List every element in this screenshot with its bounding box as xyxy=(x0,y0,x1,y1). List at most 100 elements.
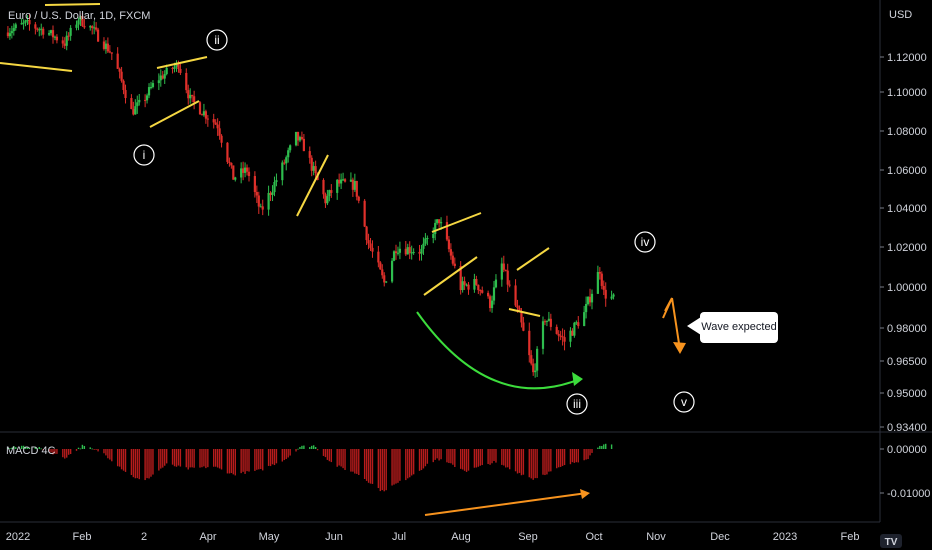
macd-bar xyxy=(522,449,525,475)
candle xyxy=(563,329,566,351)
candle xyxy=(610,290,613,300)
macd-bar xyxy=(244,449,246,474)
macd-bar xyxy=(479,449,481,466)
macd-bar xyxy=(426,449,429,464)
candle xyxy=(500,257,503,287)
candle xyxy=(138,93,141,106)
candle xyxy=(40,23,43,36)
price-tick-label: 1.12000 xyxy=(887,52,927,64)
macd-bar xyxy=(193,449,195,468)
candle xyxy=(330,184,333,198)
candle xyxy=(322,178,325,199)
candle xyxy=(257,191,260,214)
macd-bar xyxy=(610,444,613,449)
macd-bar xyxy=(218,449,221,469)
candle xyxy=(586,296,590,306)
candle xyxy=(20,18,23,25)
price-axis[interactable]: USD 1.12000 1.10000 1.08000 1.06000 1.04000 1… xyxy=(879,0,930,522)
candle xyxy=(91,25,94,35)
macd-bar xyxy=(287,449,289,458)
macd-bar xyxy=(232,449,235,475)
candle xyxy=(79,15,82,27)
candle xyxy=(369,238,372,251)
candle xyxy=(206,115,209,127)
candle xyxy=(490,295,494,313)
candle xyxy=(102,37,106,51)
macd-bar xyxy=(81,444,84,449)
candle xyxy=(185,68,188,94)
macd-bar xyxy=(89,447,91,449)
candle xyxy=(612,293,615,300)
macd-bar xyxy=(605,443,607,449)
macd-bar xyxy=(173,449,176,467)
candle xyxy=(132,101,135,116)
macd-bar xyxy=(459,449,462,469)
candle xyxy=(394,244,398,260)
macd-bar xyxy=(7,447,9,449)
candle xyxy=(545,320,549,327)
projected-wave-arrowhead xyxy=(673,342,686,354)
svg-text:TV: TV xyxy=(885,537,898,548)
macd-bar xyxy=(289,449,291,456)
macd-divergence-arrow xyxy=(424,492,588,516)
tradingview-logo: TV xyxy=(880,534,902,548)
time-tick-label: Apr xyxy=(199,531,216,543)
macd-bar xyxy=(26,447,29,449)
macd-bar xyxy=(367,449,370,483)
macd-bar xyxy=(273,449,276,466)
macd-bar xyxy=(369,449,372,484)
candle xyxy=(47,30,51,37)
candle xyxy=(488,294,492,312)
candle xyxy=(418,244,421,261)
candle xyxy=(89,25,92,31)
macd-bar xyxy=(363,449,366,479)
candle xyxy=(283,159,286,165)
time-tick-label: Dec xyxy=(710,531,730,543)
macd-bar xyxy=(75,449,78,451)
macd-bar xyxy=(438,449,440,461)
candle xyxy=(559,330,562,341)
macd-bar xyxy=(40,448,42,450)
macd-bar xyxy=(220,449,223,470)
macd-bar xyxy=(418,449,421,471)
macd-bar xyxy=(385,449,387,491)
candle xyxy=(134,99,137,115)
time-axis[interactable]: 2022 Feb 2 Apr May Jun Jul Aug Sep Oct Nov Dec 2023 F… xyxy=(6,531,860,543)
macd-bar xyxy=(124,449,127,472)
candle xyxy=(459,261,462,295)
macd-bar xyxy=(559,449,562,467)
macd-bar xyxy=(203,449,205,467)
wave-label-iii: iii xyxy=(566,393,588,415)
candle xyxy=(228,157,231,167)
candle xyxy=(351,177,354,197)
macd-bar xyxy=(105,449,107,456)
candle xyxy=(336,179,339,200)
macd-bar xyxy=(311,445,313,449)
macd-bar xyxy=(354,449,356,474)
candle xyxy=(75,20,78,31)
candle xyxy=(575,320,578,326)
time-tick-label: Feb xyxy=(73,531,92,543)
candle xyxy=(412,248,415,255)
candle xyxy=(432,227,435,244)
time-tick-label: Jul xyxy=(392,531,406,543)
macd-bar xyxy=(77,447,80,449)
candle xyxy=(473,273,476,293)
macd-bar xyxy=(303,445,305,449)
macd-bar xyxy=(36,448,39,450)
macd-bar xyxy=(150,449,152,477)
pattern-line xyxy=(44,3,101,6)
macd-bar xyxy=(381,449,383,491)
price-tick-label: 0.96500 xyxy=(887,356,927,368)
candle xyxy=(504,269,507,272)
macd-bar xyxy=(350,449,352,472)
candle xyxy=(396,246,400,256)
macd-bar xyxy=(248,449,250,472)
price-tick-label: 0.95000 xyxy=(887,388,927,400)
candle xyxy=(555,324,558,335)
macd-bar xyxy=(91,448,93,450)
candle xyxy=(326,189,329,206)
macd-bar xyxy=(544,449,546,476)
candle xyxy=(230,162,233,169)
